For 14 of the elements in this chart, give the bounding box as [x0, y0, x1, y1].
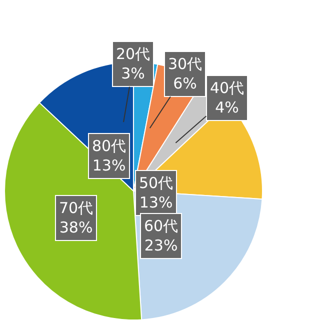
slice-label: 20代	[116, 45, 150, 63]
slice-label: 70代	[59, 199, 94, 217]
slice-label: 40代	[210, 79, 244, 97]
slice-label: 80代	[92, 137, 126, 155]
slice-label: 60代	[144, 217, 178, 235]
data-label: 38%	[59, 218, 93, 236]
data-label: 6%	[173, 74, 197, 92]
data-label: 3%	[121, 64, 145, 82]
data-label: 13%	[139, 194, 173, 212]
data-label: 13%	[92, 156, 126, 174]
data-label: 4%	[215, 98, 239, 116]
slice-label: 50代	[139, 174, 174, 192]
slice-label: 30代	[168, 55, 202, 73]
data-label: 23%	[144, 236, 178, 254]
